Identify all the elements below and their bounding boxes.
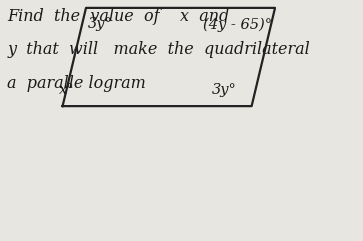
Text: (4y - 65)°: (4y - 65)°: [203, 17, 272, 32]
Text: 3y°: 3y°: [212, 82, 236, 97]
Text: x°: x°: [59, 82, 75, 97]
Text: a  paralle logram: a paralle logram: [7, 75, 146, 92]
Text: 3y°: 3y°: [88, 17, 113, 32]
Text: y  that  will   make  the  quadrilateral: y that will make the quadrilateral: [7, 41, 310, 58]
Text: Find  the  value  of    x  and: Find the value of x and: [7, 8, 230, 25]
